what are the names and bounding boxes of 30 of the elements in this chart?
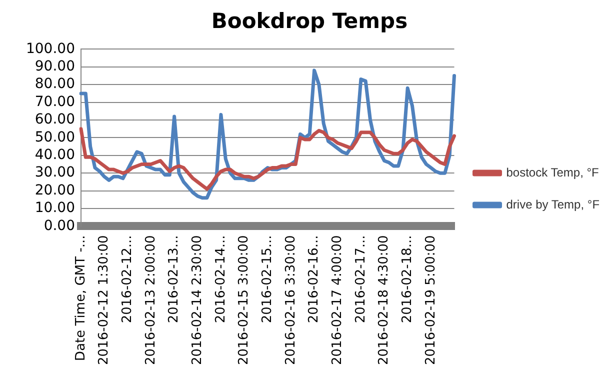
y-tick-label: 50.00 <box>34 129 75 146</box>
x-tick-label: 2016-02-18... <box>400 235 415 324</box>
legend-label: bostock Temp, °F <box>506 165 599 180</box>
y-tick-label: 60.00 <box>34 112 75 128</box>
chart-title: Bookdrop Temps <box>211 9 408 34</box>
x-tick-label: 2016-02-17 4:00:00 <box>330 235 345 365</box>
x-tick-label: Date Time, GMT -... <box>73 235 88 361</box>
y-tick-label: 80.00 <box>34 76 75 92</box>
x-tick-label: 2016-02-13 2:00:00 <box>143 235 158 365</box>
x-tick-label: 2016-02-16 3:30:00 <box>283 235 298 365</box>
x-tick-label: 2016-02-12... <box>120 235 136 324</box>
x-tick-label: 2016-02-15... <box>260 235 275 324</box>
y-tick-label: 90.00 <box>34 58 75 75</box>
legend-label: drive by Temp, °F <box>506 197 600 212</box>
x-tick-label: 2016-02-15 3:00:00 <box>236 235 252 365</box>
x-tick-label: 2016-02-17... <box>353 235 368 324</box>
y-tick-label: 100.00 <box>26 40 75 57</box>
x-tick-label: 2016-02-14... <box>213 235 228 324</box>
x-tick-label: 2016-02-19 5:00:00 <box>423 235 438 365</box>
x-tick-label: 2016-02-13... <box>166 235 182 324</box>
y-tick-label: 10.00 <box>34 200 75 216</box>
y-tick-label: 0.00 <box>44 218 75 234</box>
y-tick-label: 70.00 <box>34 94 75 110</box>
x-tick-label: 2016-02-12 1:30:00 <box>96 235 112 365</box>
x-tick-label: 2016-02-14 2:30:00 <box>190 235 206 365</box>
y-tick-label: 30.00 <box>34 164 75 181</box>
x-tick-label: 2016-02-18 4:30:00 <box>376 235 392 365</box>
y-tick-label: 20.00 <box>34 182 75 198</box>
x-tick-label: 2016-02-16... <box>306 235 322 324</box>
y-tick-label: 40.00 <box>34 147 75 164</box>
